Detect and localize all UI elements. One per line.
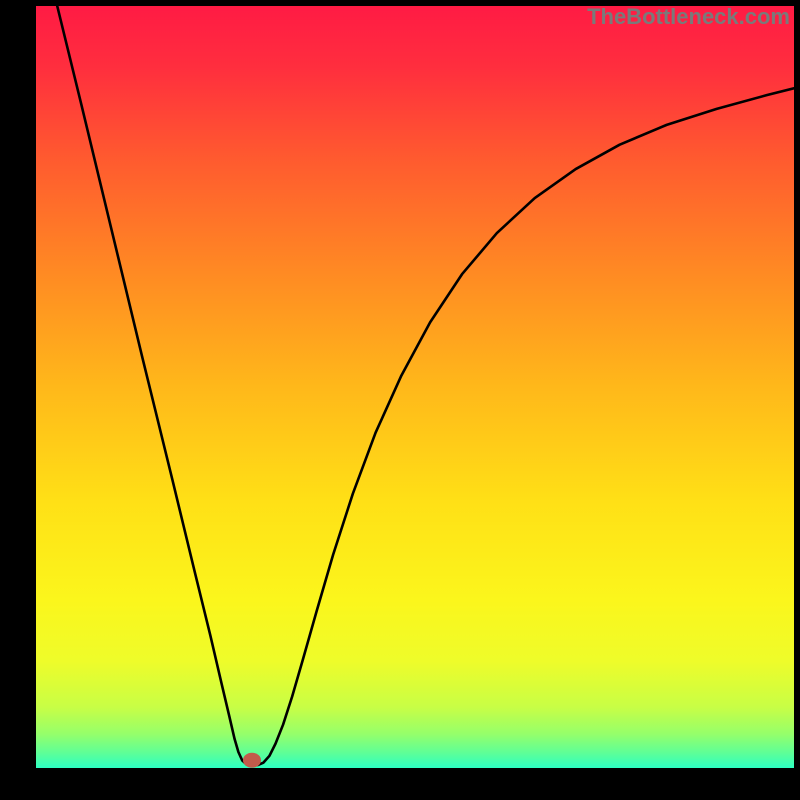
plot-area xyxy=(36,6,794,768)
watermark-text: TheBottleneck.com xyxy=(587,4,790,30)
bottleneck-curve xyxy=(36,6,794,768)
optimum-marker xyxy=(243,753,261,768)
